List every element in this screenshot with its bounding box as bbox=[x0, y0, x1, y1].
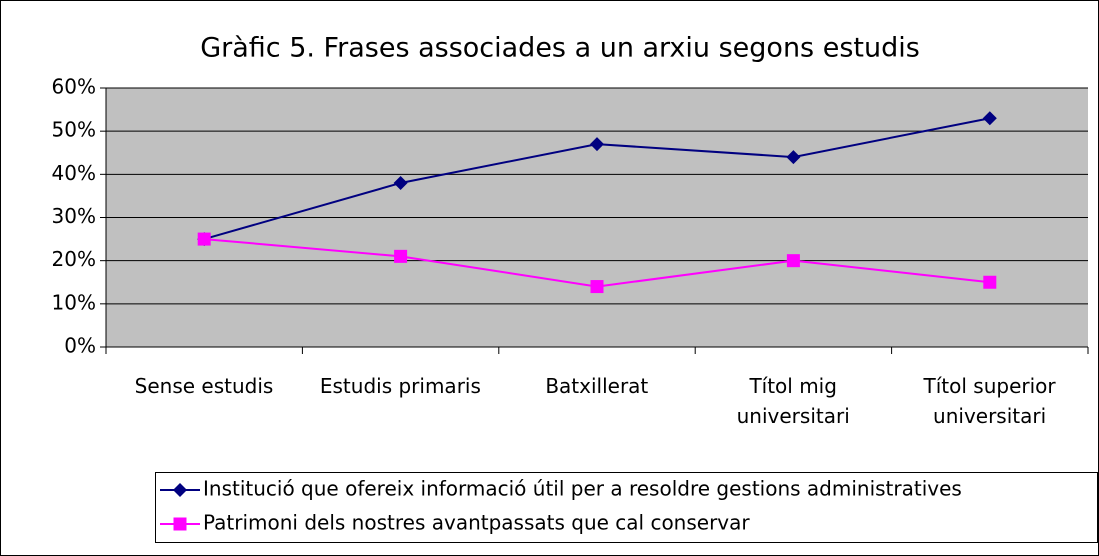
y-tick-label: 40% bbox=[52, 161, 96, 185]
point bbox=[982, 111, 997, 126]
point bbox=[197, 232, 211, 246]
x-tick-label: Títol mig universitari bbox=[736, 374, 850, 428]
legend-label: Institució que ofereix informació útil p… bbox=[203, 477, 962, 501]
point bbox=[983, 275, 997, 289]
point bbox=[394, 249, 408, 263]
y-tick-label: 50% bbox=[52, 118, 96, 142]
point bbox=[590, 280, 604, 294]
legend-label: Patrimoni dels nostres avantpassats que … bbox=[203, 511, 750, 535]
point bbox=[393, 175, 408, 190]
y-tick-label: 10% bbox=[52, 290, 96, 314]
chart-title: Gràfic 5. Frases associades a un arxiu s… bbox=[200, 33, 920, 64]
legend-marker bbox=[173, 483, 187, 497]
point bbox=[590, 137, 604, 152]
x-tick-label: Batxillerat bbox=[545, 374, 649, 398]
y-tick-label: 60% bbox=[52, 75, 96, 99]
point bbox=[786, 254, 800, 268]
x-tick-label: Títol superior universitari bbox=[923, 374, 1056, 428]
x-tick-label: Estudis primaris bbox=[319, 374, 481, 398]
y-tick-label: 20% bbox=[52, 247, 96, 271]
y-tick-label: 0% bbox=[64, 334, 96, 358]
y-tick-label: 30% bbox=[52, 204, 96, 228]
x-tick-label: Sense estudis bbox=[134, 374, 274, 398]
legend-box bbox=[155, 472, 1098, 543]
legend-marker bbox=[173, 517, 187, 531]
point bbox=[786, 150, 801, 165]
